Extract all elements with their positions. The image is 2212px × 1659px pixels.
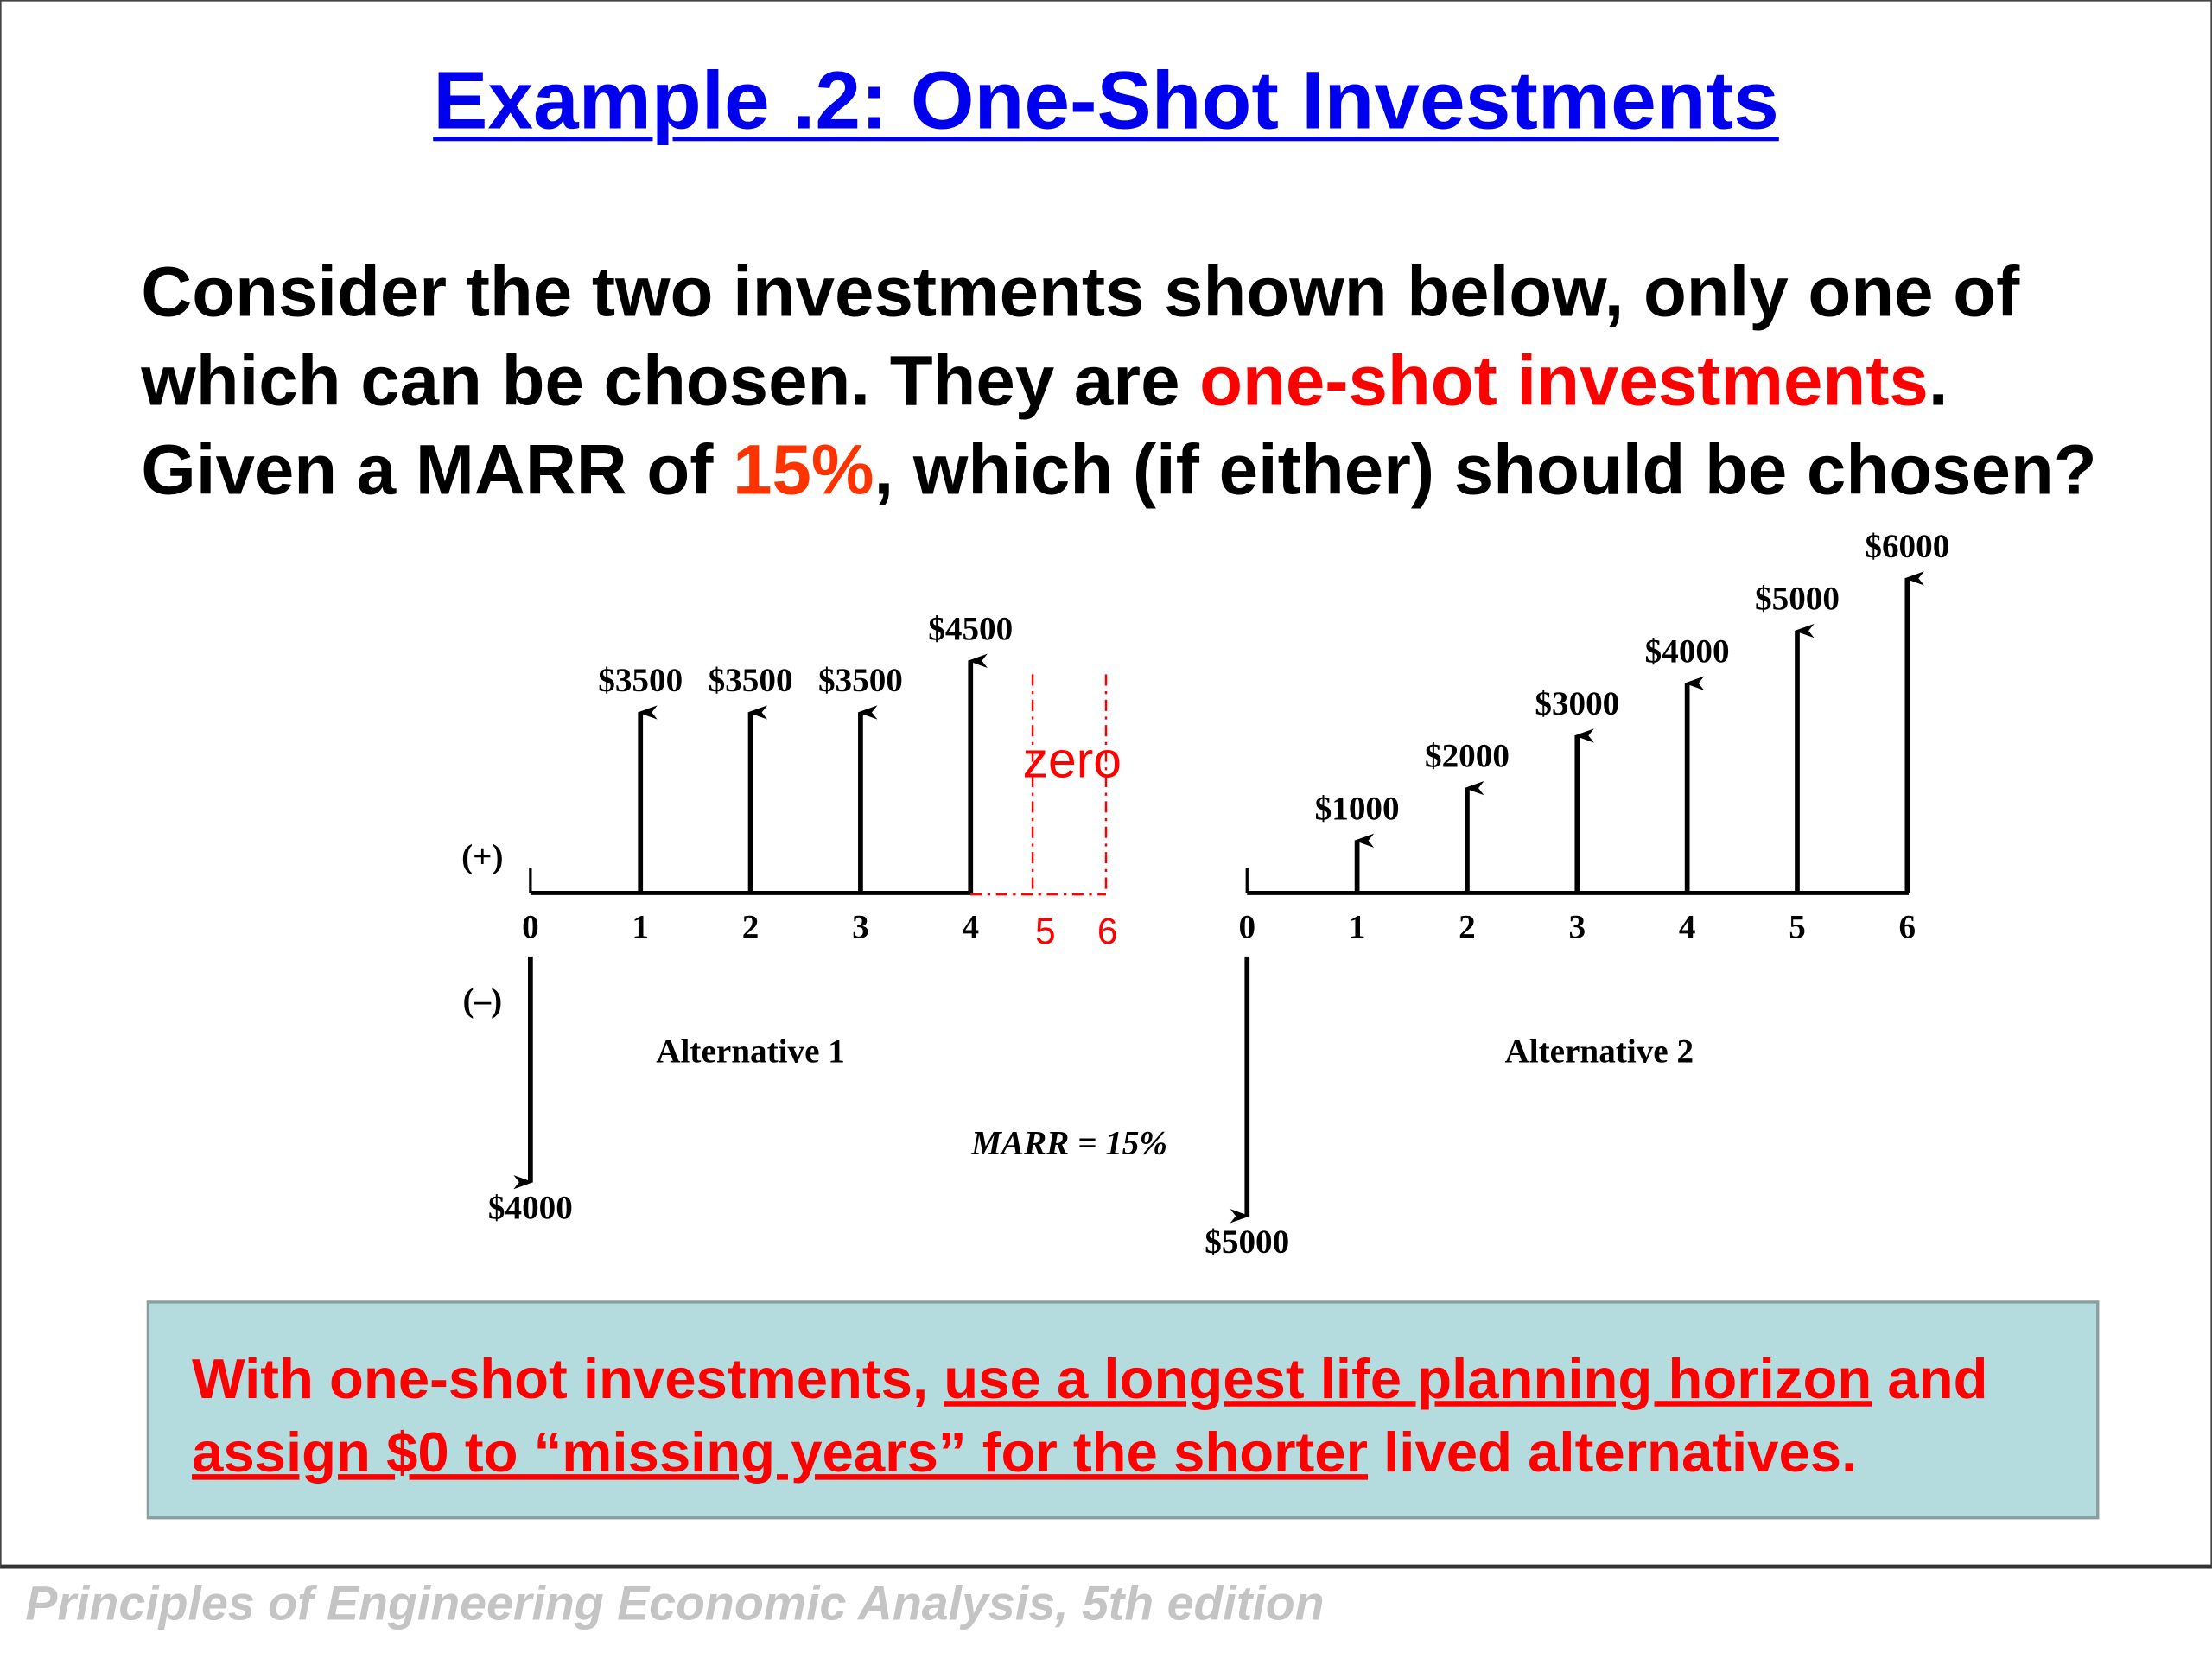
cash-flow-label: $3500 [598, 662, 683, 699]
cash-flow-label: $3000 [1535, 685, 1619, 722]
footer-citation: Principles of Engineering Economic Analy… [25, 1577, 1324, 1632]
edition: , 5th edition [1055, 1577, 1325, 1631]
cash-flow-label: $3500 [818, 662, 903, 699]
cash-flow-label: $3500 [709, 662, 793, 699]
alternative-label: Alternative 2 [1504, 1033, 1694, 1070]
extra-period-label: 6 [1097, 911, 1118, 951]
book-title: Principles of Engineering Economic Analy… [25, 1577, 1056, 1631]
period-label: 0 [522, 909, 539, 946]
period-label: 4 [962, 909, 979, 946]
extra-period-label: 5 [1035, 911, 1056, 951]
note-text: lived alternatives. [1368, 1421, 1858, 1484]
cash-flow-label: $5000 [1755, 581, 1840, 618]
period-label: 2 [742, 909, 760, 946]
zero-annotation: zero [1023, 733, 1122, 789]
period-label: 6 [1899, 909, 1916, 946]
period-label: 1 [1349, 909, 1366, 946]
period-label: 5 [1789, 909, 1806, 946]
cash-flow-label: $6000 [1865, 528, 1949, 565]
alternative-label: Alternative 1 [656, 1033, 845, 1070]
question-part: Consider the two investments shown below… [141, 252, 2020, 421]
period-label: 1 [632, 909, 649, 946]
period-label: 2 [1459, 909, 1476, 946]
question-text: Consider the two investments shown below… [141, 248, 2144, 515]
note-text: and [1872, 1348, 1988, 1411]
period-label: 3 [1569, 909, 1586, 946]
marr-label: MARR = 15% [970, 1125, 1167, 1162]
key-note-box: With one-shot investments, use a longest… [146, 1300, 2100, 1520]
period-label: 3 [852, 909, 869, 946]
note-text: With one-shot investments, [192, 1348, 944, 1411]
question-part: , which (if either) should be chosen? [874, 429, 2097, 510]
slide-title: Example .2: One-Shot Investments [433, 54, 1779, 147]
cash-flow-label: $2000 [1425, 738, 1510, 775]
highlight-one-shot: one-shot investments [1199, 341, 1929, 421]
positive-sign-label: (+) [461, 838, 503, 875]
cash-flow-label: $4000 [1645, 632, 1730, 670]
highlight-marr: 15% [733, 429, 874, 510]
question-part: . Given a MARR of [141, 341, 1948, 510]
period-label: 0 [1238, 909, 1255, 946]
note-underlined: assign $0 to “missing years” for the sho… [192, 1421, 1369, 1484]
cash-flow-label: $4500 [928, 610, 1013, 647]
cash-flow-label: $4000 [488, 1190, 573, 1227]
cash-flow-label: $1000 [1315, 790, 1400, 827]
negative-sign-label: (–) [463, 982, 503, 1020]
note-underlined: use a longest life planning horizon [944, 1348, 1872, 1411]
period-label: 4 [1679, 909, 1696, 946]
cash-flow-label: $5000 [1205, 1224, 1289, 1261]
